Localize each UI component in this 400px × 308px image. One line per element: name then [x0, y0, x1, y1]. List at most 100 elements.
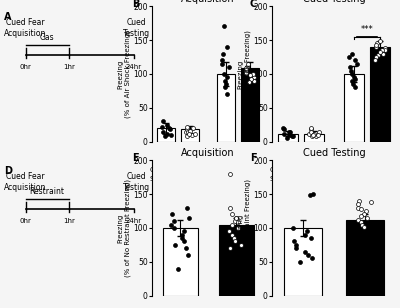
Point: [355, 205, 362, 210]
Point: [226, 229, 232, 234]
Point: [246, 79, 252, 84]
Text: Gas:: Gas:: [150, 168, 165, 173]
Text: Air: Air: [348, 161, 359, 170]
Point: [362, 209, 369, 213]
Point: [374, 41, 380, 46]
Point: [225, 65, 232, 70]
Point: [310, 192, 316, 197]
Bar: [218, 225, 254, 296]
Bar: [162, 228, 198, 296]
Point: [361, 224, 367, 229]
Point: [243, 70, 249, 75]
Point: [356, 198, 362, 203]
Point: [302, 232, 308, 237]
Point: [376, 50, 383, 55]
Text: Shock:: Shock:: [150, 176, 173, 181]
Point: [291, 239, 297, 244]
Point: [218, 61, 225, 66]
Point: [229, 222, 235, 227]
Y-axis label: Freezing
(% of Air Shock Freezing): Freezing (% of Air Shock Freezing): [117, 30, 130, 118]
Point: [313, 134, 320, 139]
Point: [310, 132, 317, 137]
Y-axis label: Freezing
(% of Air Shock Freezing): Freezing (% of Air Shock Freezing): [237, 30, 250, 118]
Point: [306, 131, 312, 136]
Point: [160, 119, 166, 124]
Point: [349, 78, 356, 83]
Point: [174, 266, 181, 271]
Point: [162, 134, 168, 139]
Point: [251, 75, 257, 80]
Text: Gas:: Gas:: [269, 168, 285, 173]
Point: [243, 66, 249, 71]
Point: [238, 242, 244, 247]
Point: [165, 126, 172, 131]
Point: [281, 131, 287, 136]
Text: A: A: [4, 12, 12, 22]
Point: [166, 127, 173, 132]
Point: [184, 127, 190, 132]
Point: [308, 126, 314, 131]
Point: [288, 134, 295, 139]
Point: [348, 71, 355, 76]
Text: Air: Air: [282, 161, 293, 170]
Text: Air: Air: [161, 161, 172, 170]
Point: [164, 131, 170, 136]
Point: [307, 193, 313, 198]
Text: 1hr: 1hr: [63, 217, 75, 224]
Point: [170, 225, 177, 230]
Text: Cued
Testing: Cued Testing: [123, 18, 150, 38]
Point: [224, 75, 230, 80]
Point: [377, 39, 383, 44]
Point: [168, 222, 174, 227]
Point: [220, 51, 226, 56]
Bar: [181, 129, 199, 142]
Y-axis label: Freezing
(% of No Restraint Freezing): Freezing (% of No Restraint Freezing): [117, 179, 130, 277]
Point: [227, 246, 234, 251]
Text: Cued Fear
Acquisition: Cued Fear Acquisition: [4, 172, 47, 192]
Text: B: B: [132, 0, 139, 9]
Point: [373, 43, 379, 48]
Point: [281, 127, 287, 132]
Point: [190, 126, 196, 131]
Bar: [157, 128, 175, 142]
Point: [224, 44, 230, 49]
Point: [185, 253, 192, 257]
Point: [375, 52, 381, 57]
Bar: [284, 228, 322, 296]
Point: [308, 127, 314, 132]
Point: [251, 78, 257, 83]
Point: [219, 58, 226, 63]
Point: [346, 55, 352, 59]
Point: [311, 131, 318, 136]
Point: [380, 51, 387, 56]
Point: [358, 206, 364, 211]
Point: [354, 61, 360, 66]
Point: [183, 246, 190, 251]
Text: 24hr: 24hr: [126, 63, 142, 70]
Point: [379, 47, 385, 52]
Point: [243, 65, 250, 70]
Y-axis label: Freezing
(% of No Restraint Freezing): Freezing (% of No Restraint Freezing): [237, 179, 250, 277]
Point: [184, 205, 190, 210]
Point: [164, 122, 170, 127]
Bar: [304, 134, 324, 142]
Point: [167, 132, 174, 137]
Point: [172, 242, 178, 247]
Point: [245, 61, 251, 66]
Point: [372, 58, 378, 63]
Point: [358, 213, 364, 218]
Point: [307, 236, 314, 241]
Point: [280, 126, 286, 131]
Point: [186, 131, 193, 136]
Point: [373, 55, 379, 59]
Point: [233, 215, 240, 220]
Text: F: F: [250, 153, 256, 163]
Text: CO₂: CO₂: [242, 161, 257, 170]
Title: Acquisition: Acquisition: [181, 0, 235, 4]
Point: [289, 134, 296, 139]
Point: [309, 134, 315, 139]
Text: 1hr: 1hr: [63, 63, 75, 70]
Point: [250, 71, 256, 76]
Point: [347, 65, 353, 70]
Point: [293, 246, 299, 251]
